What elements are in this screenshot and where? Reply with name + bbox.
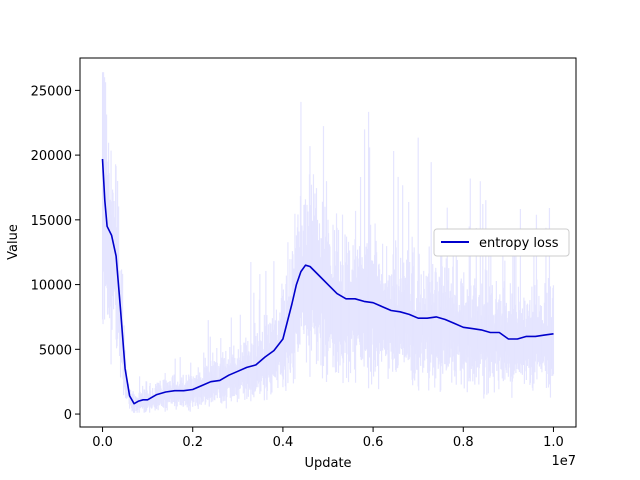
legend-entry: entropy loss xyxy=(479,236,559,251)
smoothed-series xyxy=(101,158,554,405)
x-axis-label: Update xyxy=(304,456,351,471)
y-tick-label: 0 xyxy=(64,408,72,423)
y-axis-ticks: 0 5000 10000 15000 20000 25000 xyxy=(31,84,80,423)
x-tick-label: 0.2 xyxy=(182,435,203,450)
legend-box xyxy=(433,228,570,257)
y-axis-label: Value xyxy=(6,224,21,260)
y-tick-label: 25000 xyxy=(31,84,72,99)
x-tick-label: 1.0 xyxy=(543,435,564,450)
plot-area-frame xyxy=(79,57,577,428)
legend: entropy loss xyxy=(433,228,570,257)
y-tick-label: 20000 xyxy=(31,149,72,164)
x-axis-multiplier: 1e7 xyxy=(551,454,576,469)
entropy-loss-line xyxy=(101,158,554,405)
y-tick-label: 5000 xyxy=(39,343,72,358)
x-tick-label: 0.0 xyxy=(92,435,113,450)
x-axis-ticks: 0.0 0.2 0.4 0.6 0.8 1.0 xyxy=(92,427,564,450)
x-tick-label: 0.6 xyxy=(363,435,384,450)
y-tick-label: 10000 xyxy=(31,279,72,294)
x-tick-label: 0.4 xyxy=(273,435,294,450)
x-tick-label: 0.8 xyxy=(453,435,474,450)
y-tick-label: 15000 xyxy=(31,214,72,229)
